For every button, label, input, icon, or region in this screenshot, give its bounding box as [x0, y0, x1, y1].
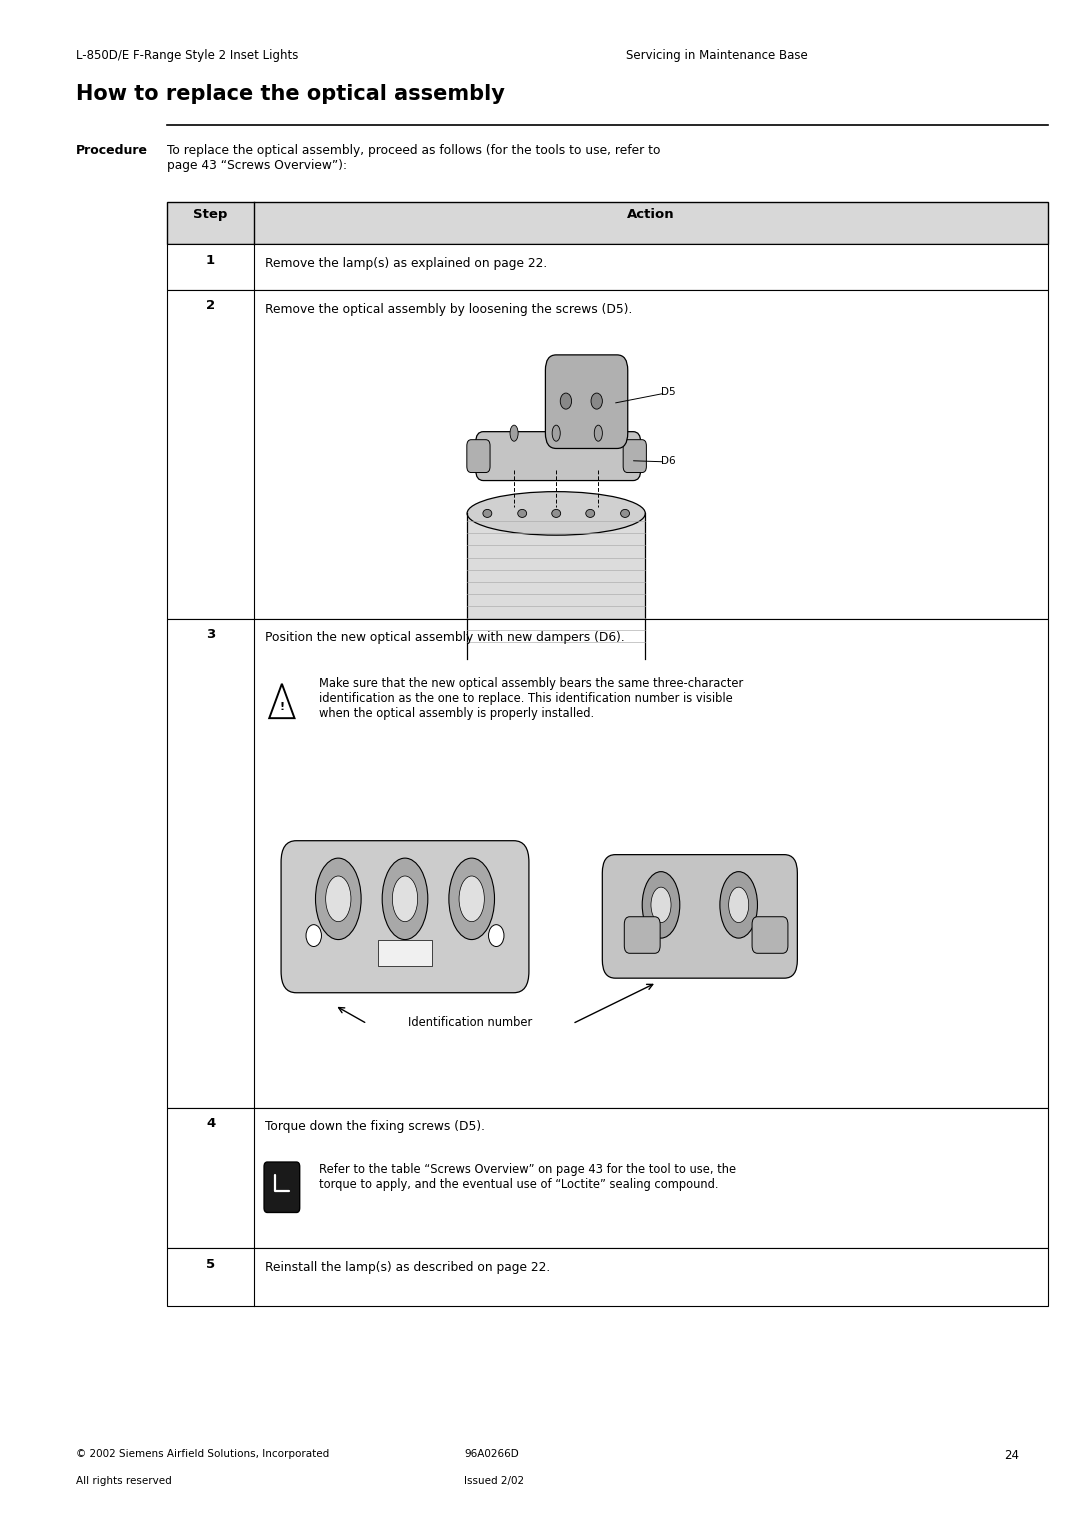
- FancyBboxPatch shape: [752, 917, 788, 953]
- Text: To replace the optical assembly, proceed as follows (for the tools to use, refer: To replace the optical assembly, proceed…: [167, 144, 661, 171]
- FancyBboxPatch shape: [475, 431, 640, 481]
- FancyBboxPatch shape: [603, 854, 797, 978]
- Ellipse shape: [621, 509, 630, 518]
- Text: 24: 24: [1004, 1449, 1020, 1462]
- Ellipse shape: [315, 859, 361, 940]
- Bar: [167, 1108, 1048, 1248]
- Text: All rights reserved: All rights reserved: [76, 1476, 172, 1487]
- Text: 3: 3: [206, 628, 215, 642]
- Ellipse shape: [585, 509, 595, 518]
- Ellipse shape: [552, 425, 561, 442]
- Text: Remove the lamp(s) as explained on page 22.: Remove the lamp(s) as explained on page …: [265, 257, 546, 270]
- Text: © 2002 Siemens Airfield Solutions, Incorporated: © 2002 Siemens Airfield Solutions, Incor…: [76, 1449, 328, 1459]
- Ellipse shape: [517, 509, 527, 518]
- Text: Identification number: Identification number: [407, 1016, 532, 1030]
- Text: 5: 5: [206, 1258, 215, 1271]
- Ellipse shape: [392, 876, 418, 921]
- Text: Reinstall the lamp(s) as described on page 22.: Reinstall the lamp(s) as described on pa…: [265, 1261, 550, 1274]
- Ellipse shape: [594, 425, 603, 442]
- Text: 2: 2: [206, 299, 215, 313]
- Ellipse shape: [561, 393, 571, 410]
- Bar: [167, 1248, 1048, 1306]
- Bar: [167, 290, 1048, 619]
- Text: L-850D/E F-Range Style 2 Inset Lights: L-850D/E F-Range Style 2 Inset Lights: [76, 49, 298, 63]
- Text: Torque down the fixing screws (D5).: Torque down the fixing screws (D5).: [265, 1120, 485, 1134]
- Ellipse shape: [483, 509, 491, 518]
- Text: Make sure that the new optical assembly bears the same three-character
identific: Make sure that the new optical assembly …: [319, 677, 743, 720]
- Text: !: !: [280, 701, 284, 712]
- Text: Action: Action: [626, 208, 675, 222]
- Text: Step: Step: [193, 208, 228, 222]
- Ellipse shape: [468, 492, 646, 535]
- Bar: [167, 244, 1048, 290]
- Polygon shape: [269, 685, 295, 718]
- Ellipse shape: [552, 509, 561, 518]
- Text: How to replace the optical assembly: How to replace the optical assembly: [76, 84, 504, 104]
- Ellipse shape: [382, 859, 428, 940]
- FancyBboxPatch shape: [623, 440, 646, 472]
- Text: Servicing in Maintenance Base: Servicing in Maintenance Base: [626, 49, 808, 63]
- Text: 4: 4: [206, 1117, 215, 1131]
- Text: Position the new optical assembly with new dampers (D6).: Position the new optical assembly with n…: [265, 631, 624, 645]
- Bar: [167, 202, 1048, 244]
- Ellipse shape: [643, 871, 679, 938]
- Ellipse shape: [306, 924, 322, 946]
- Text: Issued 2/02: Issued 2/02: [464, 1476, 525, 1487]
- FancyBboxPatch shape: [265, 1161, 300, 1213]
- Ellipse shape: [449, 859, 495, 940]
- FancyBboxPatch shape: [624, 917, 660, 953]
- Ellipse shape: [510, 425, 518, 442]
- Ellipse shape: [729, 888, 748, 923]
- Text: 1: 1: [206, 254, 215, 267]
- Ellipse shape: [591, 393, 603, 410]
- FancyBboxPatch shape: [467, 440, 490, 472]
- Ellipse shape: [468, 637, 646, 681]
- Text: Procedure: Procedure: [76, 144, 148, 157]
- Bar: [167, 619, 1048, 1108]
- Ellipse shape: [488, 924, 504, 946]
- FancyBboxPatch shape: [545, 354, 627, 449]
- FancyBboxPatch shape: [378, 940, 432, 967]
- Ellipse shape: [651, 888, 671, 923]
- Text: D5: D5: [661, 388, 676, 397]
- Ellipse shape: [326, 876, 351, 921]
- Ellipse shape: [720, 871, 757, 938]
- Text: Refer to the table “Screws Overview” on page 43 for the tool to use, the
torque : Refer to the table “Screws Overview” on …: [319, 1163, 735, 1190]
- Text: 96A0266D: 96A0266D: [464, 1449, 519, 1459]
- Bar: [468, 513, 646, 659]
- FancyBboxPatch shape: [281, 840, 529, 993]
- Ellipse shape: [459, 876, 484, 921]
- Text: D6: D6: [661, 457, 676, 466]
- Text: Remove the optical assembly by loosening the screws (D5).: Remove the optical assembly by loosening…: [265, 303, 632, 316]
